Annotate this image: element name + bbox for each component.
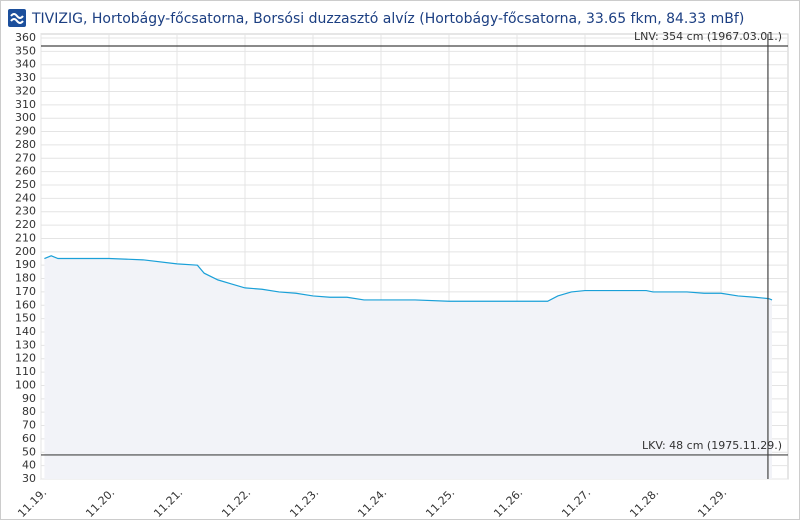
- y-tick-label: 250: [15, 178, 36, 191]
- y-tick-label: 130: [15, 338, 36, 351]
- area: [44, 255, 773, 479]
- y-tick-label: 260: [15, 165, 36, 178]
- y-tick-label: 200: [15, 245, 36, 258]
- y-tick-label: 80: [22, 405, 36, 418]
- reference-label: LNV: 354 cm (1967.03.01.): [634, 30, 782, 43]
- y-tick-label: 270: [15, 151, 36, 164]
- y-tick-label: 100: [15, 378, 36, 391]
- y-tick-label: 330: [15, 71, 36, 84]
- logo: [8, 9, 26, 27]
- y-tick-label: 360: [15, 31, 36, 44]
- reference-label: LKV: 48 cm (1975.11.29.): [642, 439, 782, 452]
- y-tick-label: 220: [15, 218, 36, 231]
- y-tick-label: 240: [15, 191, 36, 204]
- y-tick-label: 310: [15, 98, 36, 111]
- logo-waves: [10, 13, 24, 24]
- y-tick-label: 290: [15, 125, 36, 138]
- chart-title: TIVIZIG, Hortobágy-főcsatorna, Borsósi d…: [31, 11, 744, 27]
- y-tick-label: 190: [15, 258, 36, 271]
- y-tick-label: 350: [15, 44, 36, 57]
- y-tick-label: 50: [22, 445, 36, 458]
- line: [44, 255, 773, 302]
- y-tick-label: 160: [15, 298, 36, 311]
- y-tick-label: 140: [15, 325, 36, 338]
- y-tick-label: 30: [22, 472, 36, 485]
- y-tick-label: 70: [22, 419, 36, 432]
- y-tick-label: 180: [15, 272, 36, 285]
- y-tick-label: 110: [15, 365, 36, 378]
- y-tick-label: 210: [15, 231, 36, 244]
- y-tick-label: 280: [15, 138, 36, 151]
- y-tick-label: 90: [22, 392, 36, 405]
- y-tick-label: 150: [15, 312, 36, 325]
- y-tick-label: 300: [15, 111, 36, 124]
- y-tick-label: 230: [15, 205, 36, 218]
- y-tick-label: 320: [15, 84, 36, 97]
- y-tick-label: 170: [15, 285, 36, 298]
- y-tick-label: 60: [22, 432, 36, 445]
- y-tick-label: 340: [15, 58, 36, 71]
- y-tick-label: 120: [15, 352, 36, 365]
- y-tick-label: 40: [22, 459, 36, 472]
